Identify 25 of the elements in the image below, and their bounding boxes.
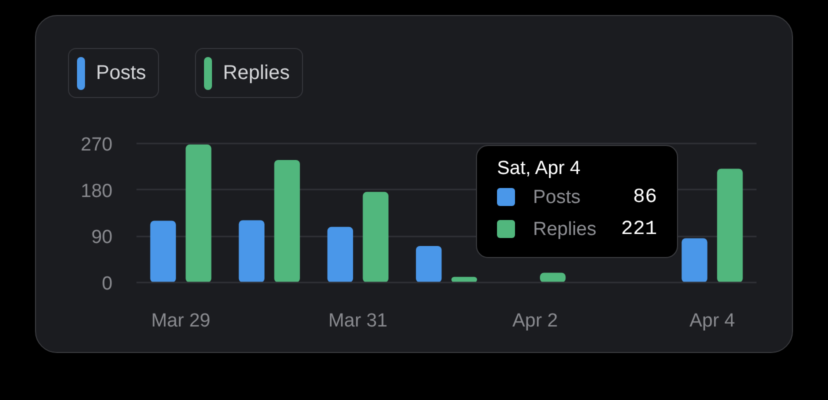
bar xyxy=(416,246,442,282)
annotation: Sat, Apr 4 xyxy=(497,157,582,181)
y-tick-label: 0 xyxy=(102,274,113,294)
bar xyxy=(150,220,176,282)
y-tick-label: 90 xyxy=(91,227,113,248)
bar xyxy=(540,272,566,282)
bar xyxy=(362,192,388,282)
y-tick-label: 270 xyxy=(80,134,112,156)
bar xyxy=(186,144,212,282)
tooltip-label: Posts xyxy=(497,184,581,212)
x-tick-label: Mar 29 xyxy=(151,310,210,332)
legend-label: Posts xyxy=(96,60,146,86)
legend-label: Replies xyxy=(223,60,290,86)
bar xyxy=(327,226,354,282)
y-tick-label: 180 xyxy=(80,180,112,202)
bar xyxy=(717,168,743,282)
tooltip-label: Replies xyxy=(497,216,596,244)
bar xyxy=(238,220,264,282)
annotation: 221 xyxy=(620,216,657,243)
bar xyxy=(682,238,708,282)
x-tick-label: Apr 2 xyxy=(512,310,558,332)
bar xyxy=(274,160,300,282)
x-tick-label: Mar 31 xyxy=(328,310,388,332)
annotation: 86 xyxy=(632,184,657,211)
x-tick-label: Apr 4 xyxy=(690,310,736,332)
